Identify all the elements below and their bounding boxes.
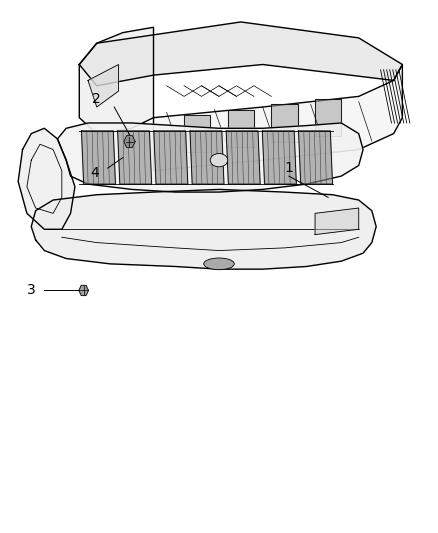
Polygon shape bbox=[262, 131, 297, 184]
Polygon shape bbox=[153, 64, 403, 171]
Text: 2: 2 bbox=[92, 92, 101, 106]
Polygon shape bbox=[79, 22, 403, 86]
Text: 4: 4 bbox=[90, 166, 99, 181]
Polygon shape bbox=[272, 104, 297, 142]
Polygon shape bbox=[18, 128, 75, 229]
Polygon shape bbox=[299, 131, 332, 184]
Polygon shape bbox=[118, 131, 152, 184]
Polygon shape bbox=[184, 115, 210, 152]
Text: 1: 1 bbox=[284, 161, 293, 175]
Polygon shape bbox=[81, 131, 116, 184]
Polygon shape bbox=[79, 27, 153, 134]
Ellipse shape bbox=[204, 258, 234, 270]
Polygon shape bbox=[124, 135, 135, 148]
Polygon shape bbox=[154, 131, 188, 184]
Polygon shape bbox=[57, 123, 363, 192]
Ellipse shape bbox=[210, 154, 228, 167]
Text: 3: 3 bbox=[27, 284, 35, 297]
Polygon shape bbox=[88, 64, 119, 107]
Polygon shape bbox=[226, 131, 260, 184]
Polygon shape bbox=[228, 110, 254, 147]
Polygon shape bbox=[79, 285, 88, 295]
Polygon shape bbox=[315, 208, 359, 235]
Polygon shape bbox=[315, 99, 341, 136]
Polygon shape bbox=[190, 131, 224, 184]
Polygon shape bbox=[31, 189, 376, 269]
